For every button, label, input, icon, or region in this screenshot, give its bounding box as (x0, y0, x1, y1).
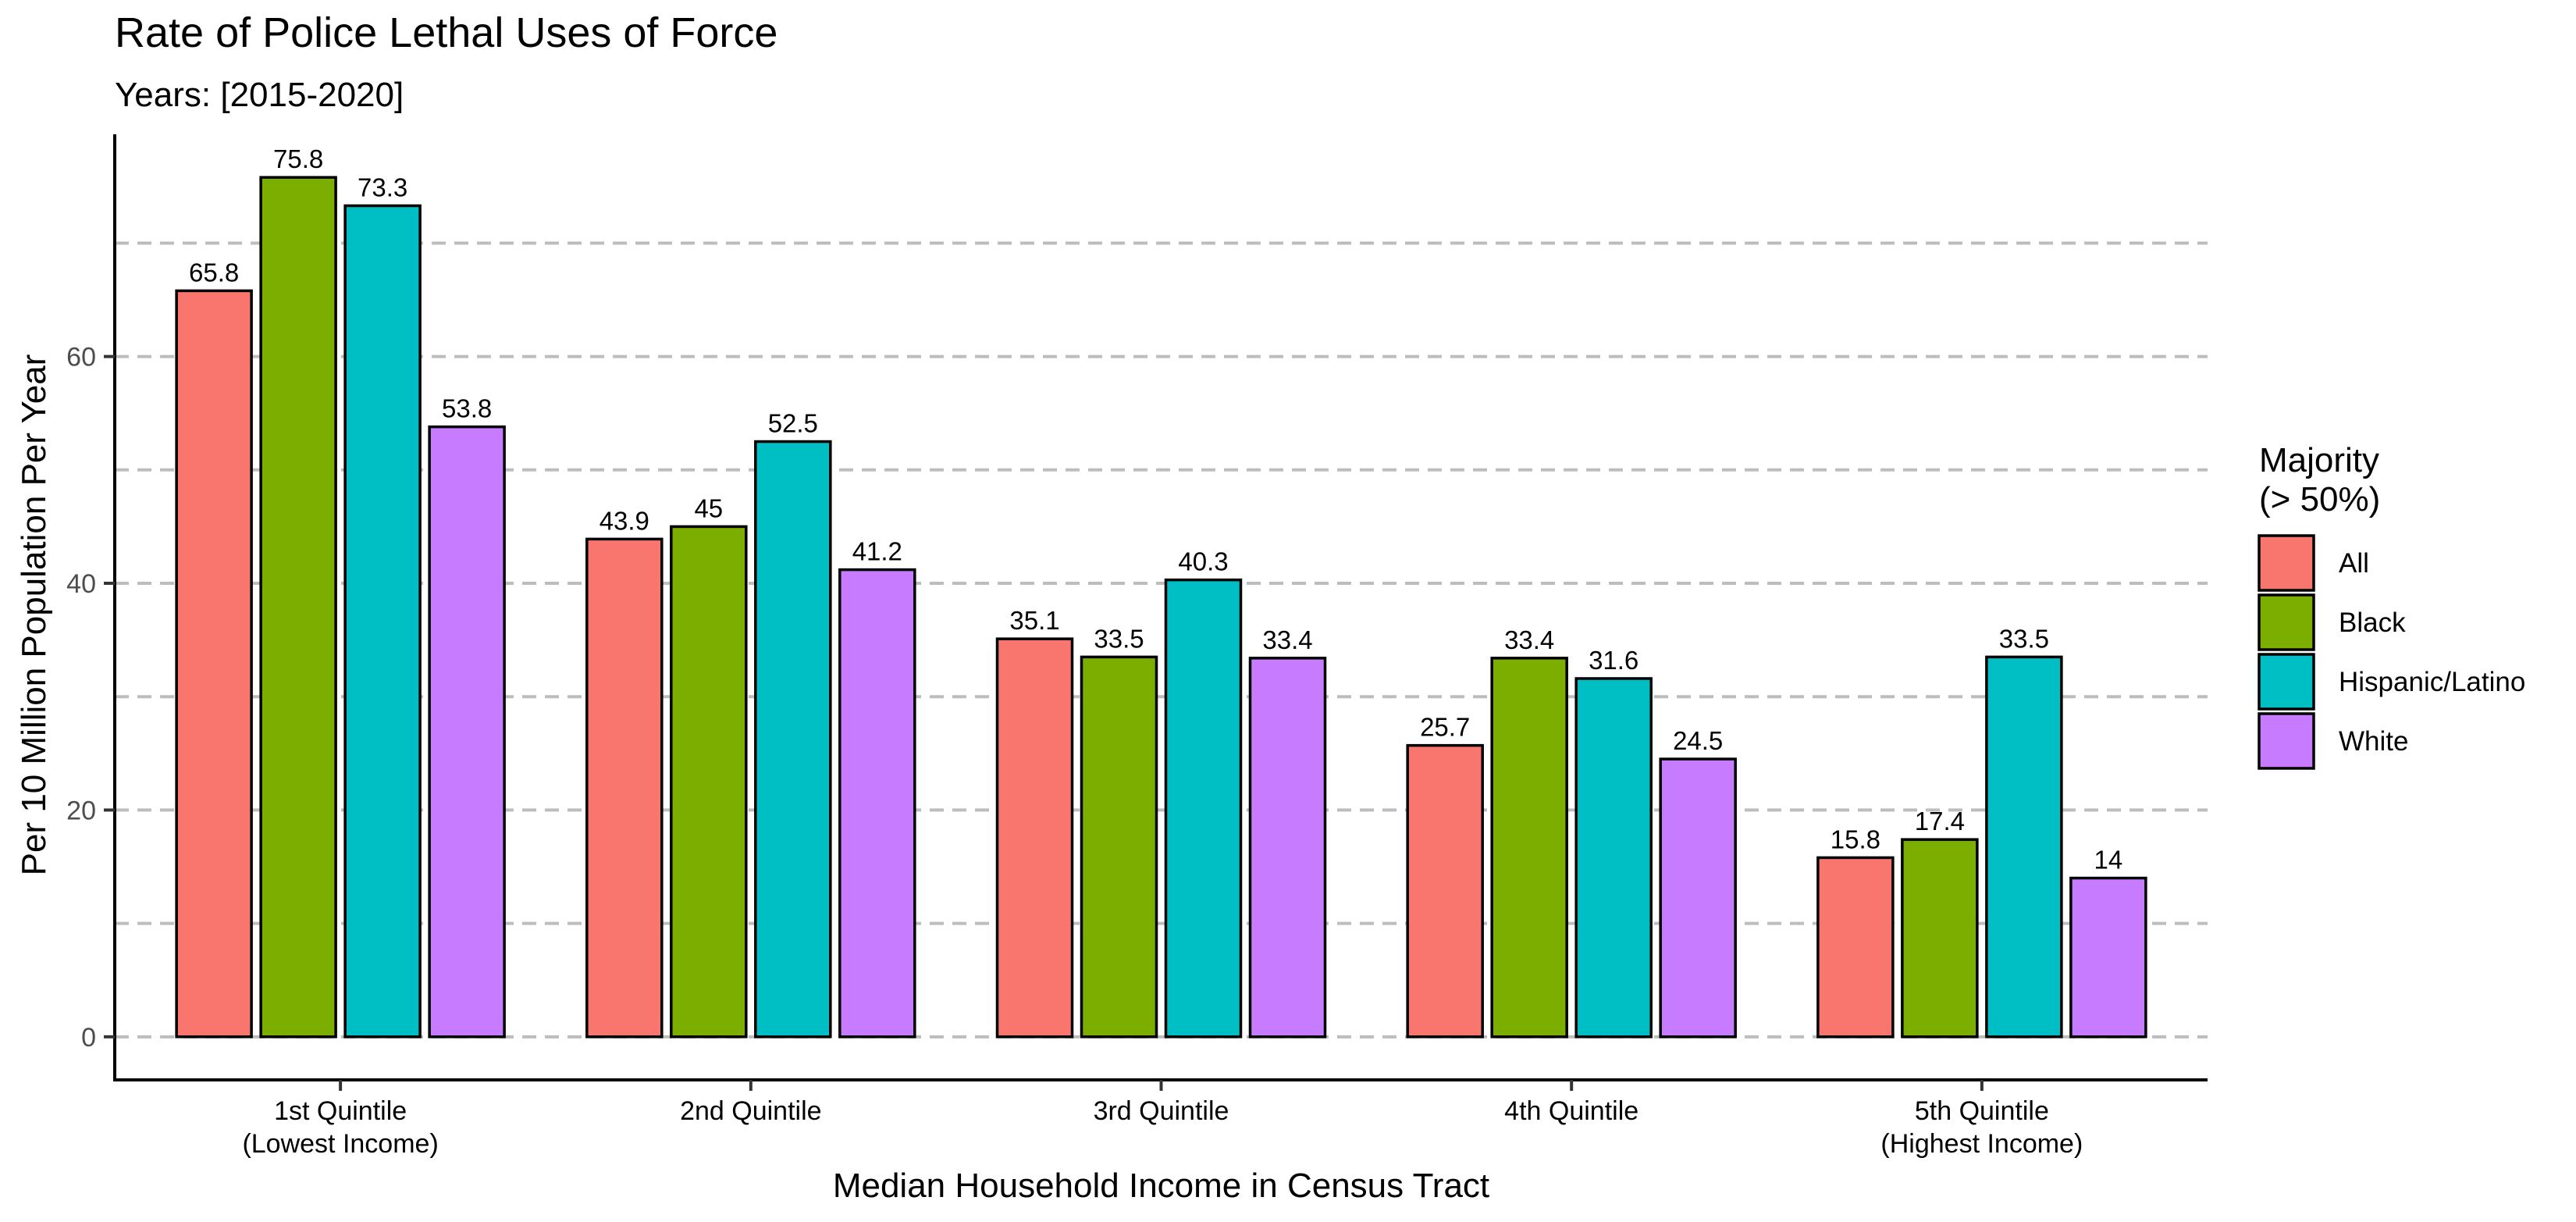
legend-title: (> 50%) (2259, 480, 2380, 518)
data-label: 24.5 (1673, 726, 1723, 755)
x-tick-label: 2nd Quintile (680, 1096, 821, 1126)
y-tick-label: 20 (66, 796, 96, 825)
legend-key (2258, 653, 2315, 711)
legend-key (2258, 534, 2315, 592)
bar (2069, 876, 2147, 1039)
data-label: 31.6 (1589, 646, 1638, 675)
bar (1659, 757, 1737, 1039)
x-tick-label: 3rd Quintile (1094, 1096, 1229, 1126)
legend-label: Hispanic/Latino (2339, 667, 2525, 697)
data-label: 33.4 (1262, 625, 1312, 654)
data-label: 14 (2094, 846, 2123, 875)
y-tick-label: 0 (81, 1023, 96, 1053)
bar (1080, 655, 1158, 1039)
data-label: 53.8 (442, 394, 492, 423)
legend-title: Majority (2259, 441, 2379, 479)
legend-key (2258, 593, 2315, 651)
legend-label: White (2339, 726, 2408, 757)
bar (1816, 856, 1895, 1039)
data-label: 52.5 (768, 409, 818, 438)
bar (1406, 743, 1484, 1039)
x-tick-label: 5th Quintile (1915, 1096, 2049, 1126)
bar (1164, 578, 1243, 1039)
bar (670, 525, 748, 1039)
data-label: 25.7 (1420, 713, 1470, 742)
data-label: 73.3 (358, 173, 407, 201)
data-label: 65.8 (189, 258, 239, 287)
chart-subtitle: Years: [2015-2020] (115, 76, 404, 114)
x-tick-label: 4th Quintile (1504, 1096, 1638, 1126)
data-label: 45 (694, 493, 723, 522)
x-tick-label: (Highest Income) (1880, 1129, 2083, 1159)
x-axis-title: Median Household Income in Census Tract (833, 1167, 1489, 1205)
legend-label: Black (2339, 607, 2406, 638)
bar (585, 537, 664, 1039)
bar (1248, 657, 1327, 1039)
data-label: 15.8 (1831, 825, 1880, 853)
data-label: 33.5 (1094, 624, 1144, 653)
chart-title: Rate of Police Lethal Uses of Force (115, 9, 777, 56)
y-tick-label: 60 (66, 343, 96, 372)
bar (259, 176, 337, 1039)
x-tick-label: 1st Quintile (274, 1096, 407, 1126)
data-label: 40.3 (1178, 547, 1228, 576)
data-label: 41.2 (852, 537, 902, 566)
data-label: 33.4 (1504, 625, 1554, 654)
bar (428, 425, 506, 1039)
bar (1490, 657, 1568, 1039)
data-label: 43.9 (600, 506, 649, 535)
legend-label: All (2339, 548, 2369, 579)
x-tick-label: (Lowest Income) (242, 1129, 438, 1159)
bar (1574, 677, 1653, 1039)
bar (343, 204, 422, 1039)
y-axis-title: Per 10 Million Population Per Year (15, 354, 53, 876)
bar (995, 637, 1074, 1039)
legend-key (2258, 712, 2315, 770)
bar (175, 289, 253, 1039)
bar (838, 568, 916, 1039)
data-label: 35.1 (1009, 606, 1059, 635)
data-label: 33.5 (1999, 624, 2049, 653)
bar (1985, 655, 2063, 1039)
y-tick-label: 40 (66, 569, 96, 599)
bar (1901, 838, 1979, 1039)
data-label: 17.4 (1915, 807, 1965, 835)
data-label: 75.8 (273, 144, 323, 173)
bar (754, 440, 832, 1039)
